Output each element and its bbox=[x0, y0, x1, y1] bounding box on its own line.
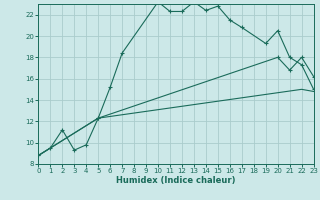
X-axis label: Humidex (Indice chaleur): Humidex (Indice chaleur) bbox=[116, 176, 236, 185]
